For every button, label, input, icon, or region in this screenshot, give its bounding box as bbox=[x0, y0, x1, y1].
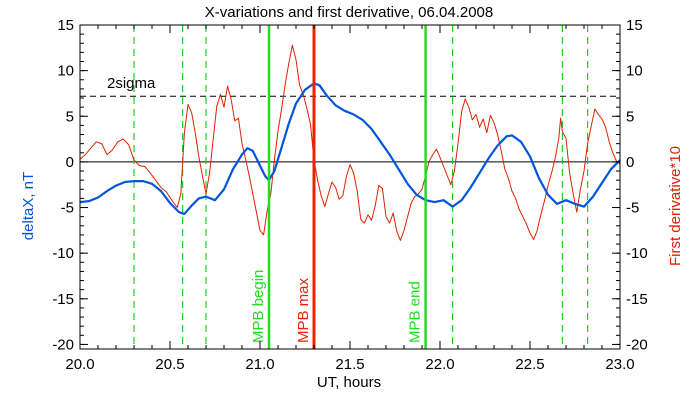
y-left-tick-label: -15 bbox=[52, 291, 74, 308]
y-axis-label-right: First derivative*10 bbox=[667, 146, 684, 266]
y-right-tick-label: 10 bbox=[626, 63, 643, 80]
x-axis-label: UT, hours bbox=[317, 374, 381, 391]
y-left-tick-label: 10 bbox=[57, 63, 74, 80]
series-line-deltaX bbox=[79, 82, 621, 215]
y-right-tick-label: -20 bbox=[626, 336, 648, 353]
y-axis-label-left: deltaX, nT bbox=[20, 172, 37, 240]
y-left-tick-label: -10 bbox=[52, 245, 74, 262]
y-right-tick-label: 15 bbox=[626, 17, 643, 34]
x-tick-label: 22.0 bbox=[425, 356, 454, 373]
x-tick-label: 21.0 bbox=[245, 356, 274, 373]
y-right-tick-label: -10 bbox=[626, 245, 648, 262]
x-tick-label: 20.0 bbox=[65, 356, 94, 373]
marker-layer: MPB begin MPB max MPB end bbox=[250, 25, 427, 349]
y-left-tick-label: -20 bbox=[52, 336, 74, 353]
y-left-tick-label: 5 bbox=[66, 108, 74, 125]
threshold-label: 2sigma bbox=[107, 75, 156, 92]
x-tick-label: 22.5 bbox=[515, 356, 544, 373]
x-tick-label: 23.0 bbox=[605, 356, 634, 373]
vertical-marker-label: MPB end bbox=[407, 281, 424, 343]
tick-layer: 20.0 20.5 21.0 21.5 22.0 22.5 23.0 -20 -15 -10 -5 0… bbox=[52, 17, 647, 373]
y-left-tick-label: 0 bbox=[66, 154, 74, 171]
vertical-marker-label: MPB max bbox=[295, 277, 312, 343]
y-right-tick-label: -15 bbox=[626, 291, 648, 308]
y-right-tick-label: 0 bbox=[626, 154, 634, 171]
vertical-marker-label: MPB begin bbox=[250, 270, 267, 343]
chart-title: X-variations and first derivative, 06.04… bbox=[205, 4, 494, 21]
y-right-tick-label: -5 bbox=[626, 200, 639, 217]
x-tick-label: 20.5 bbox=[155, 356, 184, 373]
y-left-tick-label: 15 bbox=[57, 17, 74, 34]
series-line-derivative bbox=[79, 44, 621, 241]
series-layer bbox=[79, 44, 621, 241]
y-left-tick-label: -5 bbox=[61, 200, 74, 217]
x-tick-label: 21.5 bbox=[335, 356, 364, 373]
y-right-tick-label: 5 bbox=[626, 108, 634, 125]
